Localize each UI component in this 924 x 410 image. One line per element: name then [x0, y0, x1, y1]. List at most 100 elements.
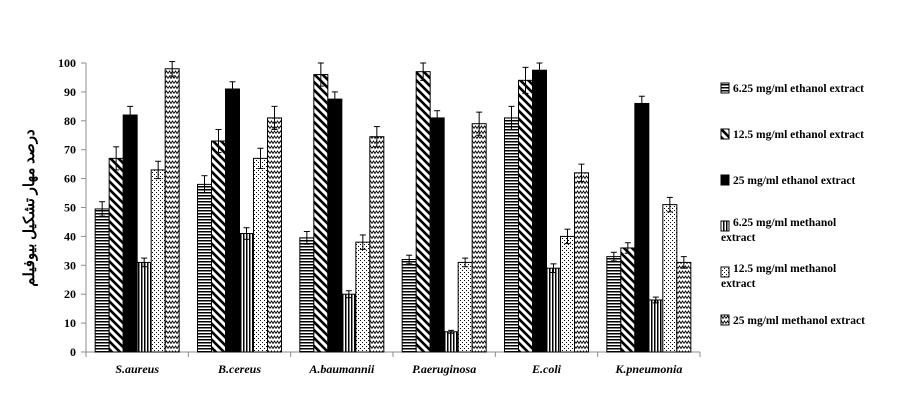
- bar: [401, 259, 417, 353]
- legend-label: 25 mg/ml methanol extract: [733, 315, 865, 327]
- bar: [122, 114, 138, 353]
- x-tick-label: A.baumannii: [308, 362, 375, 376]
- y-tick-label: 80: [64, 114, 76, 128]
- error-bar: [345, 290, 352, 299]
- bar: [150, 169, 166, 353]
- error-bar: [271, 105, 278, 130]
- error-bar: [141, 257, 148, 268]
- y-tick-label: 70: [64, 143, 76, 157]
- bar: [211, 140, 226, 353]
- legend-label: 12.5 mg/ml ethanol extract: [733, 129, 864, 141]
- bar: [518, 79, 533, 353]
- bar: [164, 68, 180, 353]
- legend-label: 12.5 mg/ml methanol extract: [721, 263, 836, 290]
- error-bar: [420, 62, 427, 81]
- bar: [197, 183, 212, 353]
- error-bar: [564, 228, 571, 245]
- x-tick-label: P.aeruginosa: [412, 362, 476, 376]
- x-tick-label: S.aureus: [115, 362, 159, 376]
- error-bar: [169, 61, 176, 77]
- legend-swatch: [720, 314, 730, 326]
- bar: [560, 235, 575, 353]
- legend-swatch: [720, 174, 730, 186]
- error-bar: [215, 128, 222, 154]
- legend-item: 25 mg/ml ethanol extract: [720, 174, 855, 187]
- error-bar: [680, 256, 687, 269]
- bar: [136, 261, 152, 353]
- y-tick-label: 40: [64, 229, 76, 243]
- legend-item: 6.25 mg/ml ethanol extract: [720, 82, 864, 95]
- bar: [471, 123, 487, 353]
- bar: [606, 256, 622, 353]
- error-bar: [99, 201, 106, 217]
- error-bar: [113, 146, 120, 171]
- error-bar: [257, 147, 264, 169]
- y-tick-label: 50: [64, 201, 76, 215]
- bar-group-A.baumannii: [299, 62, 385, 353]
- y-tick-label: 20: [64, 287, 76, 301]
- bar: [443, 331, 459, 353]
- legend-item: 12.5 mg/ml methanol extract: [720, 263, 836, 290]
- error-bar: [638, 95, 645, 112]
- y-tick-label: 30: [64, 258, 76, 272]
- legend-swatch: [720, 128, 730, 140]
- legend: 6.25 mg/ml ethanol extract 12.5 mg/ml eth…: [720, 82, 865, 327]
- bar: [369, 136, 385, 353]
- bar: [648, 299, 664, 353]
- bar-group-E.coli: [504, 62, 589, 353]
- bar: [457, 261, 473, 353]
- bar: [662, 204, 678, 353]
- bar: [532, 69, 547, 353]
- legend-item: 25 mg/ml methanol extract: [720, 314, 865, 327]
- bar: [341, 293, 357, 353]
- error-bar: [434, 110, 441, 126]
- legend-label: 6.25 mg/ml ethanol extract: [733, 83, 864, 95]
- y-tick-label: 100: [58, 56, 76, 70]
- bar: [239, 233, 254, 353]
- bar-group-K.pneumonia: [606, 95, 692, 353]
- error-bar: [550, 263, 557, 274]
- bar-group-P.aeruginosa: [401, 62, 487, 353]
- bar: [267, 117, 282, 353]
- error-bar: [201, 175, 208, 194]
- bar: [415, 71, 431, 353]
- legend-swatch: [720, 266, 730, 278]
- bar: [299, 237, 315, 353]
- y-tick-label: 10: [64, 316, 76, 330]
- error-bar: [652, 296, 659, 304]
- error-bar: [624, 242, 631, 254]
- error-bar: [373, 126, 380, 148]
- y-tick-label: 60: [64, 172, 76, 186]
- bar: [574, 172, 589, 353]
- y-axis-title: درصد مهار تشکیل بیوفیلم: [22, 129, 38, 287]
- bar: [94, 208, 110, 353]
- error-bar: [666, 196, 673, 213]
- error-bar: [578, 163, 585, 182]
- legend-item: 12.5 mg/ml ethanol extract: [720, 128, 864, 141]
- error-bar: [508, 105, 515, 130]
- y-tick-label: 90: [64, 85, 76, 99]
- bar: [546, 267, 561, 353]
- bar: [313, 74, 329, 353]
- legend-item: 6.25 mg/ml methanol extract: [720, 217, 836, 244]
- error-bar: [406, 254, 413, 265]
- error-bar: [127, 105, 134, 125]
- plot-area: 0 10 20 30 40 50 60 70 80 90 100 S.aureus B.cereus A.…: [58, 56, 701, 376]
- error-bar: [462, 257, 469, 268]
- bar: [355, 241, 371, 353]
- error-bar: [359, 234, 366, 250]
- bar-group-B.cereus: [197, 81, 282, 353]
- bar-group-S.aureus: [94, 61, 180, 353]
- error-bar: [155, 160, 162, 180]
- bar: [504, 117, 519, 353]
- bar: [225, 88, 240, 353]
- x-tick-label: K.pneumonia: [614, 362, 682, 376]
- error-bar: [610, 251, 617, 262]
- bar: [429, 117, 445, 353]
- legend-label: 25 mg/ml ethanol extract: [733, 175, 855, 187]
- error-bar: [448, 329, 455, 334]
- legend-swatch: [720, 220, 730, 232]
- error-bar: [331, 91, 338, 107]
